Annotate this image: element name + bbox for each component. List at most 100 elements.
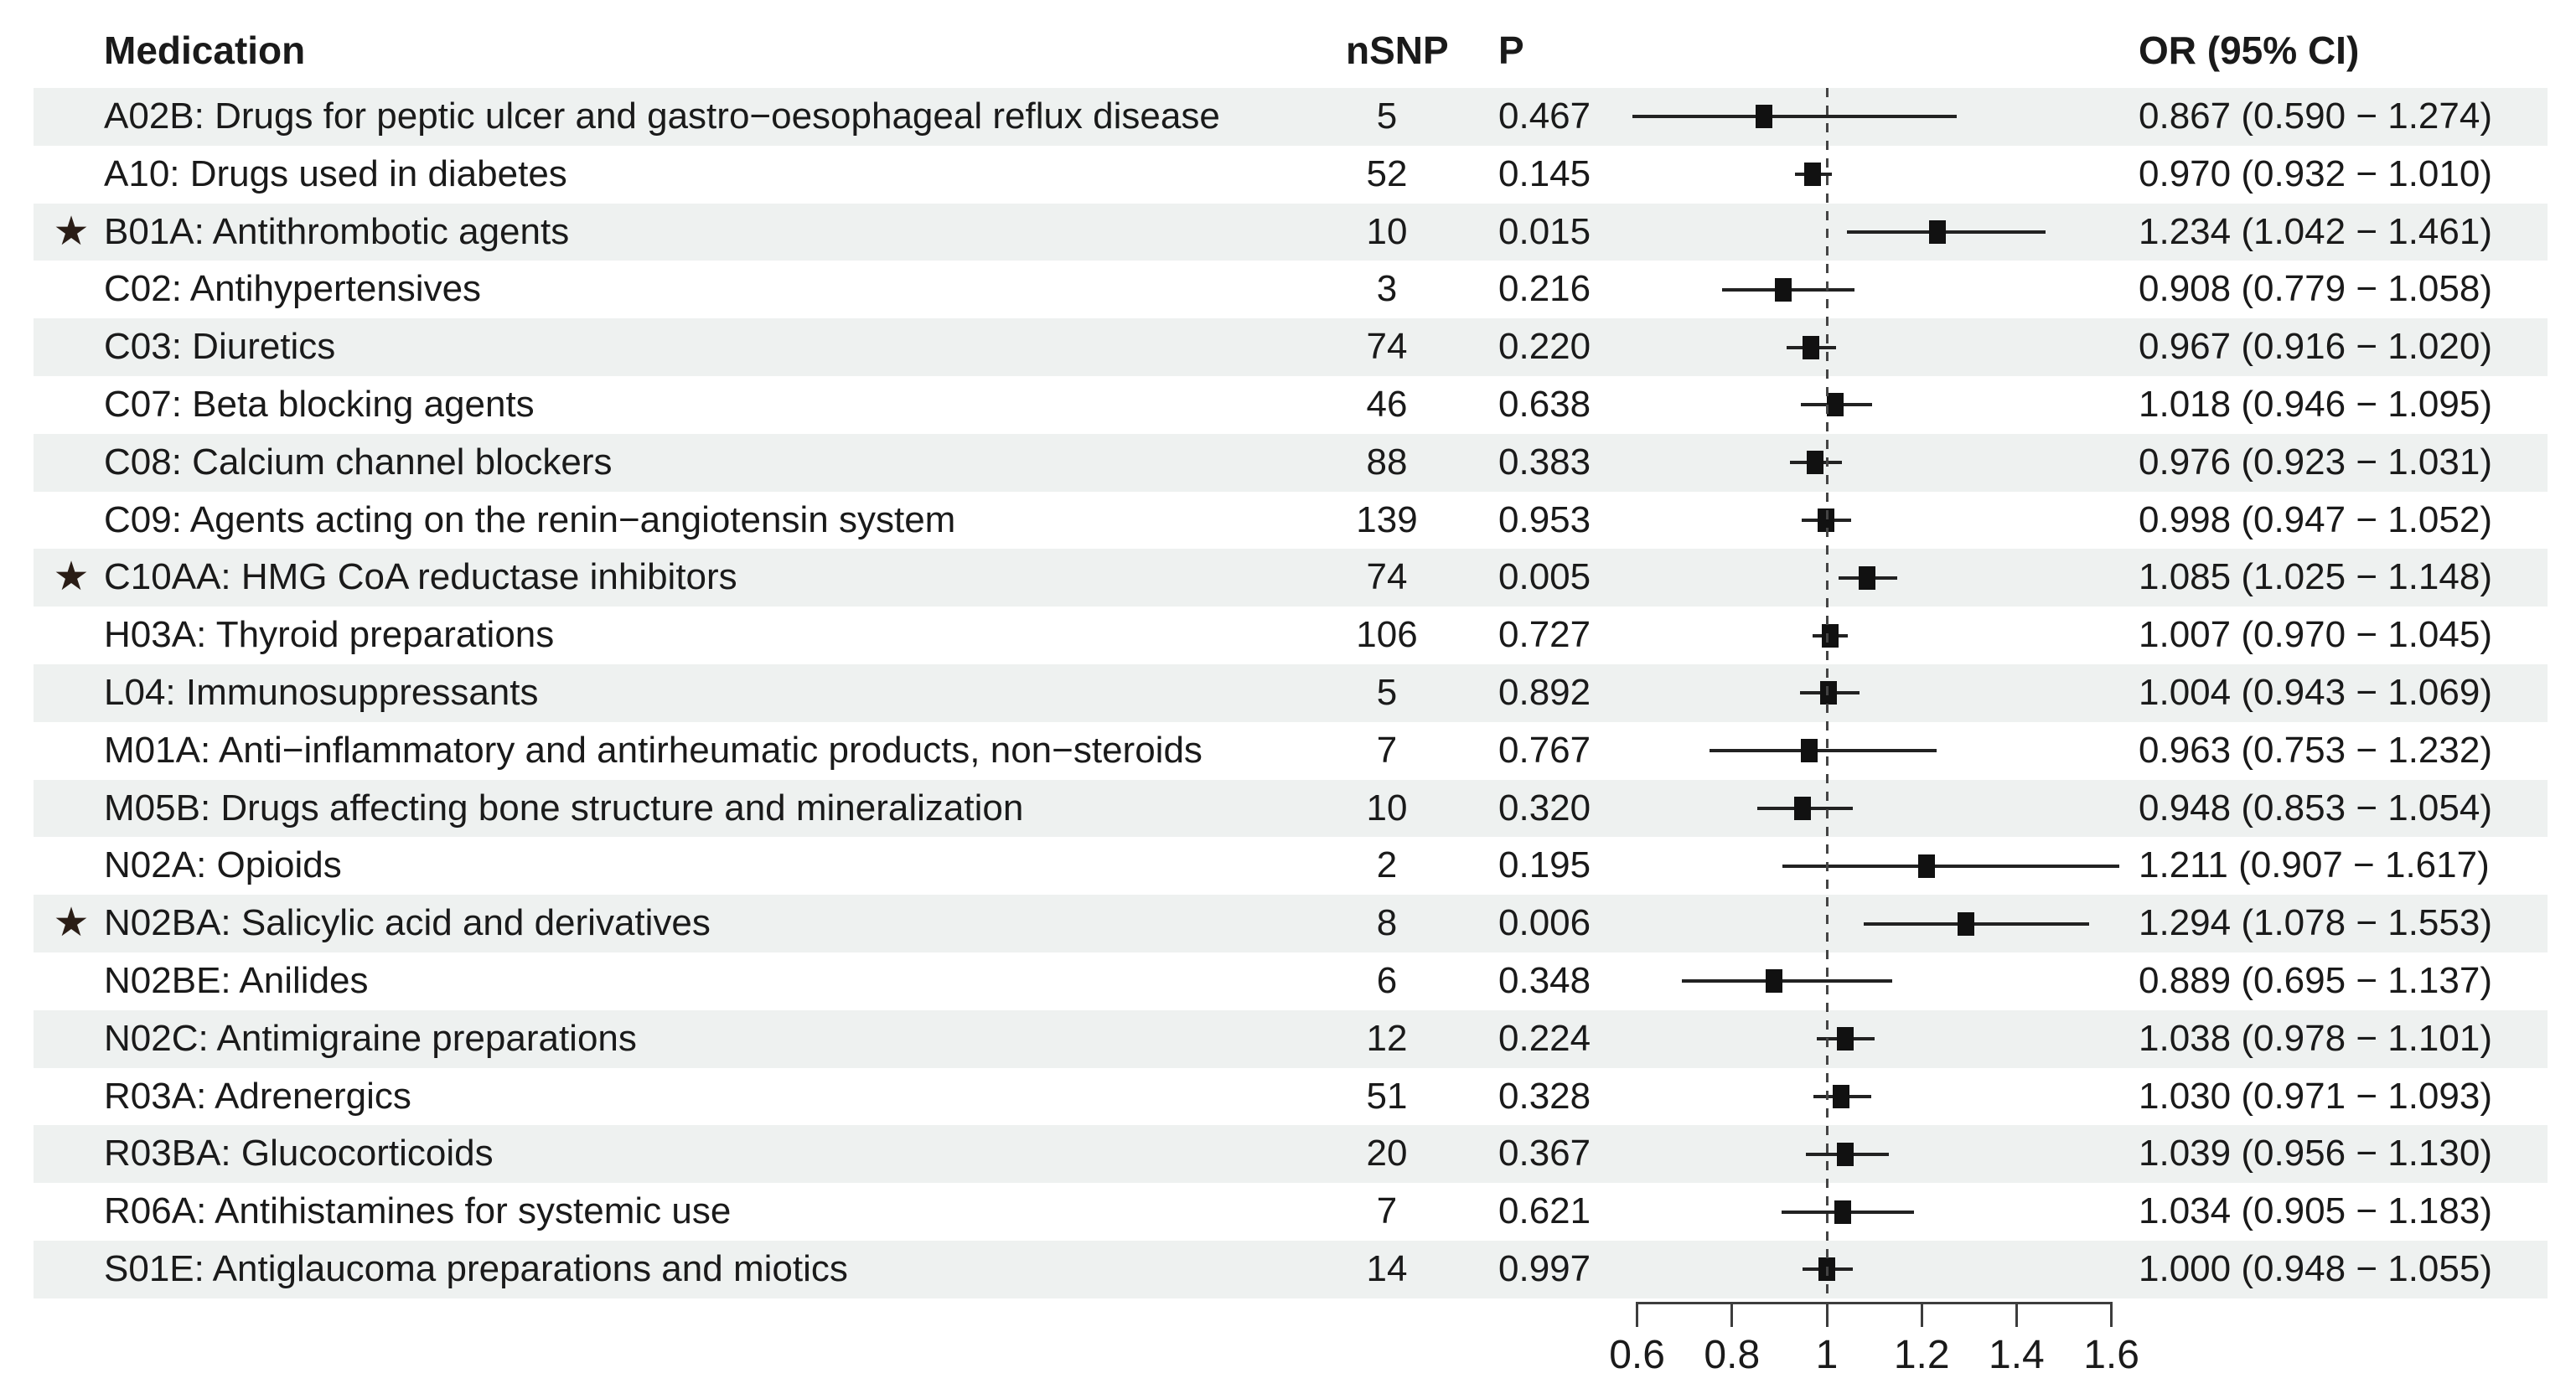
- nsnp-value: 74: [1366, 326, 1408, 368]
- p-value: 0.005: [1498, 556, 1591, 598]
- nsnp-value: 7: [1376, 1190, 1398, 1232]
- significance-star-icon: ★: [53, 555, 90, 600]
- significance-star-icon: [42, 1183, 101, 1241]
- table-row: H03A: Thyroid preparations 106 0.727 1.0…: [0, 607, 2576, 664]
- or-ci-value: 0.970 (0.932 − 1.010): [2139, 152, 2492, 194]
- or-ci-value: 1.294 (1.078 − 1.553): [2139, 902, 2492, 944]
- row-background: [34, 203, 2548, 261]
- table-row: ★ C10AA: HMG CoA reductase inhibitors 74…: [0, 549, 2576, 607]
- p-value: 0.224: [1498, 1017, 1591, 1059]
- p-value: 0.015: [1498, 210, 1591, 252]
- significance-star-icon: [42, 492, 101, 550]
- or-marker: [1918, 854, 1936, 878]
- or-ci-value: 1.038 (0.978 − 1.101): [2139, 1017, 2492, 1059]
- significance-star-icon: [42, 780, 101, 838]
- medication-label: C07: Beta blocking agents: [104, 384, 535, 425]
- medication-label: C03: Diuretics: [104, 326, 336, 368]
- or-ci-value: 0.998 (0.947 − 1.052): [2139, 498, 2492, 540]
- medication-label: A02B: Drugs for peptic ulcer and gastro−…: [104, 96, 1220, 137]
- or-ci-value: 1.034 (0.905 − 1.183): [2139, 1190, 2492, 1232]
- table-row: C02: Antihypertensives 3 0.216 0.908 (0.…: [0, 261, 2576, 318]
- table-row: N02C: Antimigraine preparations 12 0.224…: [0, 1009, 2576, 1068]
- medication-label: A10: Drugs used in diabetes: [104, 152, 567, 194]
- x-axis-tick: [2110, 1302, 2113, 1327]
- table-row: ★ B01A: Antithrombotic agents 10 0.015 1…: [0, 203, 2576, 261]
- table-row: A10: Drugs used in diabetes 52 0.145 0.9…: [0, 146, 2576, 204]
- or-ci-value: 1.211 (0.907 − 1.617): [2139, 844, 2490, 886]
- or-ci-value: 1.007 (0.970 − 1.045): [2139, 614, 2492, 656]
- p-value: 0.892: [1498, 672, 1591, 713]
- table-row: N02BE: Anilides 6 0.348 0.889 (0.695 − 1…: [0, 952, 2576, 1010]
- medication-label: R03A: Adrenergics: [104, 1075, 411, 1117]
- p-value: 0.621: [1498, 1190, 1591, 1232]
- p-value: 0.997: [1498, 1248, 1591, 1289]
- table-row: N02A: Opioids 2 0.195 1.211 (0.907 − 1.6…: [0, 837, 2576, 895]
- medication-label: C02: Antihypertensives: [104, 268, 482, 310]
- or-marker: [1803, 335, 1820, 359]
- row-background: [34, 88, 2548, 146]
- significance-star-icon: [42, 261, 101, 318]
- ci-line: [1782, 864, 2120, 868]
- or-ci-value: 0.867 (0.590 − 1.274): [2139, 96, 2492, 137]
- or-marker: [1755, 105, 1772, 129]
- row-background: [34, 1125, 2548, 1184]
- nsnp-value: 46: [1366, 384, 1408, 425]
- column-header-medication: Medication: [104, 28, 306, 72]
- medication-label: N02BE: Anilides: [104, 960, 369, 1001]
- table-row: R03A: Adrenergics 51 0.328 1.030 (0.971 …: [0, 1068, 2576, 1126]
- table-row: C08: Calcium channel blockers 88 0.383 0…: [0, 433, 2576, 492]
- row-background: [34, 549, 2548, 607]
- significance-star-icon: ★: [53, 901, 90, 946]
- or-marker: [1820, 681, 1838, 705]
- or-marker: [1929, 219, 1947, 244]
- or-marker: [1837, 1142, 1854, 1166]
- or-ci-value: 0.967 (0.916 − 1.020): [2139, 326, 2492, 368]
- or-marker: [1958, 911, 1975, 936]
- significance-star-icon: [42, 434, 101, 492]
- p-value: 0.216: [1498, 268, 1591, 310]
- or-ci-value: 0.908 (0.779 − 1.058): [2139, 268, 2492, 310]
- significance-star-icon: [42, 1010, 101, 1068]
- row-background: [34, 779, 2548, 838]
- p-value: 0.220: [1498, 326, 1591, 368]
- nsnp-value: 5: [1376, 96, 1398, 137]
- nsnp-value: 139: [1356, 498, 1418, 540]
- p-value: 0.727: [1498, 614, 1591, 656]
- ci-line: [1710, 749, 1937, 753]
- nsnp-value: 88: [1366, 441, 1408, 483]
- nsnp-value: 8: [1376, 902, 1398, 944]
- medication-label: M01A: Anti−inflammatory and antirheumati…: [104, 729, 1203, 771]
- significance-star-icon: [42, 607, 101, 664]
- row-background: [34, 433, 2548, 492]
- or-ci-value: 1.004 (0.943 − 1.069): [2139, 672, 2492, 713]
- nsnp-value: 106: [1356, 614, 1418, 656]
- medication-label: M05B: Drugs affecting bone structure and…: [104, 787, 1024, 829]
- p-value: 0.367: [1498, 1133, 1591, 1174]
- significance-star-icon: [42, 376, 101, 434]
- nsnp-value: 52: [1366, 152, 1408, 194]
- p-value: 0.006: [1498, 902, 1591, 944]
- medication-label: N02A: Opioids: [104, 844, 342, 886]
- significance-star-icon: [42, 1068, 101, 1126]
- ci-line: [1682, 979, 1892, 983]
- row-background: [34, 1241, 2548, 1298]
- x-axis-tick: [1825, 1302, 1829, 1327]
- or-marker: [1804, 163, 1822, 187]
- nsnp-value: 6: [1376, 960, 1398, 1001]
- significance-star-icon: [42, 664, 101, 722]
- table-row: A02B: Drugs for peptic ulcer and gastro−…: [0, 88, 2576, 146]
- medication-label: C10AA: HMG CoA reductase inhibitors: [104, 556, 737, 598]
- table-row: M05B: Drugs affecting bone structure and…: [0, 779, 2576, 838]
- medication-label: N02BA: Salicylic acid and derivatives: [104, 902, 711, 944]
- medication-label: R06A: Antihistamines for systemic use: [104, 1190, 732, 1232]
- or-marker: [1801, 739, 1818, 763]
- or-marker: [1859, 565, 1876, 590]
- x-axis-tick: [2015, 1302, 2018, 1327]
- nsnp-value: 14: [1366, 1248, 1408, 1289]
- nsnp-value: 20: [1366, 1133, 1408, 1174]
- column-header-or-ci: OR (95% CI): [2139, 28, 2360, 72]
- table-row: M01A: Anti−inflammatory and antirheumati…: [0, 722, 2576, 780]
- significance-star-icon: [42, 952, 101, 1010]
- x-axis-tick-label: 1.6: [2083, 1333, 2139, 1377]
